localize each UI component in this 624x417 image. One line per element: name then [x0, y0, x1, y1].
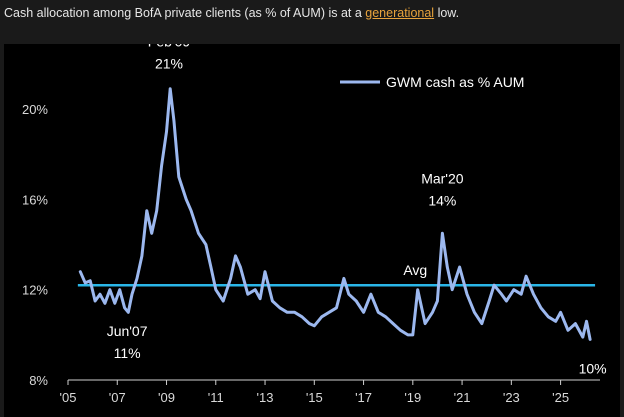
- annotation-label: Jun'07: [107, 323, 148, 339]
- annotation-label: 10%: [579, 361, 607, 377]
- x-tick-label: '07: [109, 390, 126, 405]
- x-tick-label: '05: [60, 390, 77, 405]
- chart-caption: Cash allocation among BofA private clien…: [4, 6, 620, 20]
- y-tick-label: 8%: [29, 373, 48, 388]
- x-tick-label: '09: [158, 390, 175, 405]
- average-layer: Avg: [77, 262, 596, 287]
- x-tick-label: '13: [257, 390, 274, 405]
- y-tick-label: 16%: [22, 192, 48, 207]
- x-tick-label: '11: [208, 390, 224, 405]
- x-tick-label: '19: [404, 390, 421, 405]
- series-layer: [78, 87, 592, 341]
- y-tick-label: 12%: [22, 283, 48, 298]
- x-axis: '05 '07 '09 '11 '13 '15 '17 '19 '21 '23 '25: [60, 379, 600, 405]
- x-tick-label: '25: [552, 390, 569, 405]
- y-tick-label: 20%: [22, 102, 48, 117]
- annotation-label: 14%: [428, 192, 456, 208]
- annotation-layer: Feb'09 21% Mar'20 14% Jun'07 11% 10%: [107, 44, 607, 377]
- x-tick-label: '17: [355, 390, 372, 405]
- y-axis: 8% 12% 16% 20%: [22, 102, 48, 388]
- chart-panel: '05 '07 '09 '11 '13 '15 '17 '19 '21 '23 '25 8% 12% 1…: [4, 44, 620, 417]
- annotation-label: 21%: [155, 56, 183, 72]
- x-tick-label: '15: [306, 390, 323, 405]
- x-tick-label: '23: [503, 390, 520, 405]
- series-line-gwm-cash: [78, 87, 592, 341]
- annotation-label: Feb'09: [148, 44, 191, 50]
- caption-text-before: Cash allocation among BofA private clien…: [4, 6, 366, 20]
- cash-allocation-line-chart: '05 '07 '09 '11 '13 '15 '17 '19 '21 '23 '25 8% 12% 1…: [22, 44, 607, 405]
- average-label: Avg: [403, 262, 427, 278]
- generational-link[interactable]: generational: [365, 6, 435, 20]
- caption-text-after: low.: [434, 6, 460, 20]
- x-tick-label: '21: [454, 390, 471, 405]
- legend-label: GWM cash as % AUM: [386, 74, 524, 90]
- chart-legend: GWM cash as % AUM: [340, 74, 524, 90]
- annotation-label: Mar'20: [421, 170, 464, 186]
- annotation-label: 11%: [114, 345, 141, 361]
